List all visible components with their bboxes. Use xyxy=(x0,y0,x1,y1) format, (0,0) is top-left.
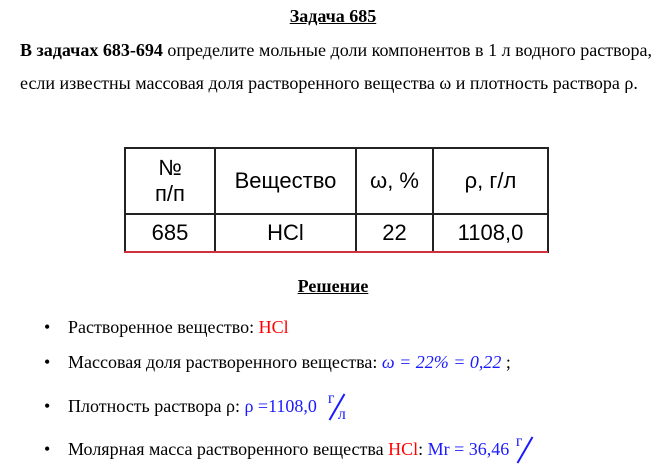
unit-numerator: г xyxy=(515,433,523,450)
table-header-row: № п/п Вещество ω, % ρ, г/л xyxy=(124,147,549,215)
problem-title: Задача 685 xyxy=(289,6,377,26)
header-number-text: № п/п xyxy=(155,155,185,206)
cell-omega: 22 xyxy=(355,213,434,253)
bullet-icon: • xyxy=(44,352,51,372)
cell-density: 1108,0 xyxy=(432,213,549,253)
unit-fraction: г xyxy=(514,433,536,467)
statement-text: определите мольные доли компонентов в 1 … xyxy=(20,40,652,93)
bullet-icon: • xyxy=(44,439,51,459)
cell-substance: HCl xyxy=(214,213,357,253)
item-label: Молярная масса растворенного вещества xyxy=(68,439,389,459)
bullet-icon: • xyxy=(44,317,51,337)
bullet-icon: • xyxy=(44,396,51,416)
item-label: Плотность раствора ρ: xyxy=(68,396,245,416)
unit-denominator: л xyxy=(337,406,346,423)
item-label: Растворенное вещество: xyxy=(68,317,259,337)
header-substance: Вещество xyxy=(214,147,357,215)
item-value: HCl xyxy=(388,439,419,459)
list-item: • Массовая доля растворенного вещества: ω… xyxy=(44,352,511,373)
item-formula: ω = 22% = 0,22 xyxy=(381,352,502,372)
table-underline xyxy=(124,251,548,253)
item-formula: Mr = 36,46 xyxy=(427,439,510,459)
cell-number: 685 xyxy=(124,213,216,253)
table-row: 685 HCl 22 1108,0 xyxy=(124,213,549,253)
list-item: • Молярная масса растворенного вещества H… xyxy=(44,433,536,467)
header-omega: ω, % xyxy=(355,147,434,215)
data-table: № п/п Вещество ω, % ρ, г/л 685 HCl 22 11… xyxy=(124,147,549,253)
item-suffix: ; xyxy=(501,352,511,372)
header-density: ρ, г/л xyxy=(432,147,549,215)
item-label: Массовая доля растворенного вещества: xyxy=(68,352,382,372)
unit-numerator: г xyxy=(327,390,335,407)
list-item: • Растворенное вещество: HCl xyxy=(44,317,289,338)
solution-title: Решение xyxy=(297,276,369,296)
item-formula: ρ =1108,0 xyxy=(244,396,317,416)
item-sep: : xyxy=(418,439,428,459)
problem-statement: В задачах 683-694 определите мольные дол… xyxy=(20,34,652,100)
item-value: HCl xyxy=(258,317,289,337)
statement-bold: В задачах 683-694 xyxy=(20,40,163,60)
header-number: № п/п xyxy=(124,147,216,215)
